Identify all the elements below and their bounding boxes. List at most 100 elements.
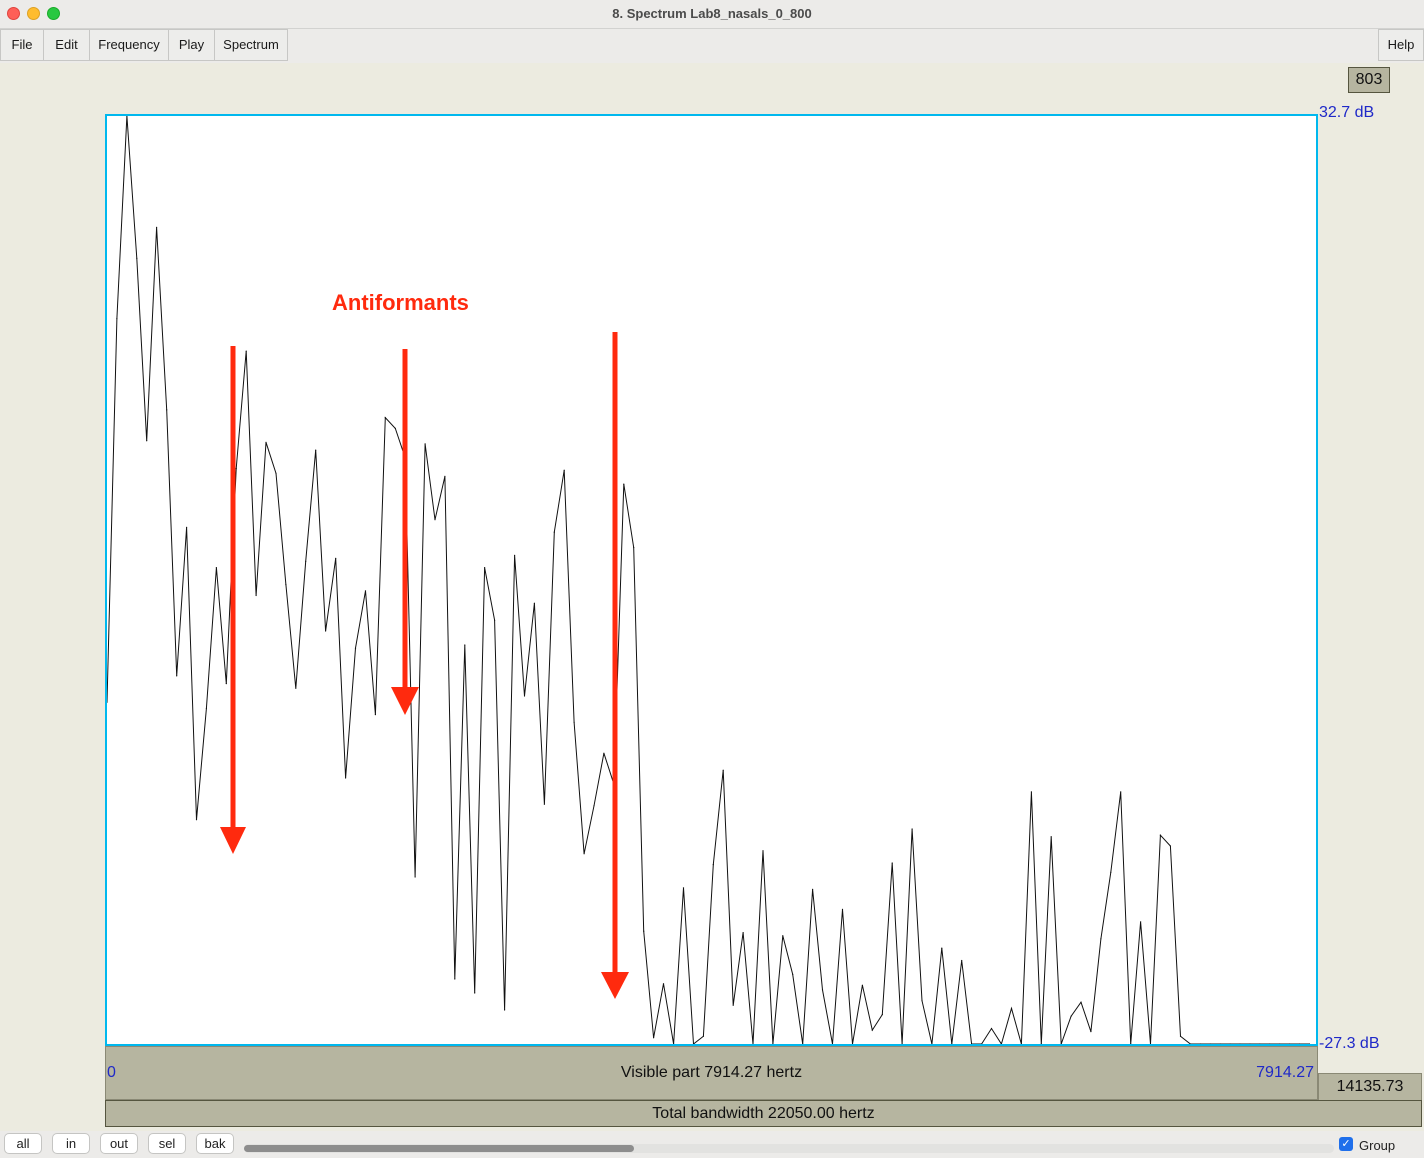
spectrum-point: [1050, 836, 1052, 838]
spectrum-point: [156, 226, 158, 228]
close-window-button[interactable]: [7, 7, 20, 20]
spectrum-point: [1090, 1031, 1092, 1033]
spectrum-point: [851, 1043, 854, 1044]
visible-part-label: Visible part 7914.27 hertz: [620, 1064, 803, 1081]
spectrum-point: [225, 683, 227, 685]
spectrum-point: [921, 1000, 923, 1002]
zoom-all-button[interactable]: all: [4, 1133, 42, 1154]
spectrum-point: [494, 619, 496, 621]
spectrum-point: [126, 116, 128, 117]
spectrum-point: [464, 644, 466, 646]
spectrum-point: [762, 850, 764, 852]
spectrum-point: [732, 1004, 734, 1006]
group-label: Group: [1359, 1138, 1396, 1153]
spectrum-point: [136, 257, 138, 259]
spectrum-point: [1219, 1043, 1221, 1044]
spectrum-point: [543, 803, 545, 805]
spectrum-point: [523, 695, 526, 697]
spectrum-point: [583, 853, 585, 855]
spectrum-point: [215, 567, 217, 569]
total-bandwidth-panel[interactable]: Total bandwidth 22050.00 hertz: [105, 1100, 1422, 1127]
spectrum-point: [831, 1043, 834, 1044]
menu-edit[interactable]: Edit: [43, 29, 90, 61]
spectrum-point: [573, 721, 575, 723]
spectrum-point: [1010, 1007, 1013, 1010]
spectrum-point: [1189, 1043, 1191, 1044]
remaining-frequency-box[interactable]: 14135.73: [1318, 1073, 1422, 1101]
spectrum-point: [1000, 1043, 1002, 1044]
x-axis-max-label: 7914.27: [1256, 1064, 1314, 1081]
spectrum-point: [107, 701, 108, 703]
spectrum-point: [235, 468, 237, 470]
spectrum-point: [1140, 921, 1142, 923]
minimize-window-button[interactable]: [27, 7, 40, 20]
spectrum-line: [107, 116, 1310, 1044]
spectrum-point: [633, 546, 635, 549]
zoom-out-button[interactable]: out: [100, 1133, 138, 1154]
menu-spectrum[interactable]: Spectrum: [214, 29, 288, 61]
spectrum-point: [1130, 1043, 1132, 1044]
spectrum-plot[interactable]: [105, 114, 1318, 1046]
spectrum-point: [504, 1009, 506, 1011]
spectrum-point: [802, 1043, 804, 1044]
zoom-back-button[interactable]: bak: [196, 1133, 234, 1154]
spectrum-point: [772, 1043, 774, 1044]
spectrum-point: [374, 714, 376, 716]
spectrum-point: [1070, 1015, 1072, 1017]
spectrum-point: [444, 475, 446, 477]
spectrum-point: [1169, 845, 1171, 847]
menu-help[interactable]: Help: [1378, 29, 1424, 61]
maximize-window-button[interactable]: [47, 7, 60, 20]
spectrum-point: [186, 526, 188, 528]
spectrum-point: [414, 876, 416, 878]
spectrum-chart: [107, 116, 1311, 1044]
spectrum-point: [891, 862, 893, 864]
spectrum-point: [673, 1043, 675, 1044]
spectrum-point: [812, 888, 814, 890]
zoom-in-button[interactable]: in: [52, 1133, 90, 1154]
spectrum-point: [533, 602, 535, 604]
spectrum-point: [245, 350, 247, 352]
menu-frequency[interactable]: Frequency: [89, 29, 169, 61]
menu-play[interactable]: Play: [168, 29, 215, 61]
spectrum-point: [1080, 1001, 1082, 1003]
zoom-selection-button[interactable]: sel: [148, 1133, 186, 1154]
spectrum-point: [1308, 1043, 1311, 1044]
spectrum-point: [255, 594, 257, 597]
spectrum-point: [990, 1027, 993, 1030]
spectrum-point: [434, 519, 436, 521]
horizontal-scrollbar[interactable]: [244, 1144, 1334, 1153]
spectrum-point: [1020, 1043, 1022, 1044]
spectrum-point: [474, 992, 476, 994]
scrollbar-thumb[interactable]: [244, 1145, 634, 1152]
spectrum-point: [623, 483, 625, 485]
spectrum-point: [384, 417, 386, 419]
spectrum-point: [1179, 1035, 1182, 1037]
spectrum-point: [1259, 1043, 1261, 1044]
antiformants-label: Antiformants: [332, 290, 469, 315]
group-checkbox[interactable]: ✓: [1339, 1137, 1353, 1151]
bottom-toolbar: all in out sel bak ✓ Group: [0, 1131, 1424, 1158]
spectrum-point: [394, 427, 396, 429]
spectrum-point: [871, 1029, 873, 1031]
spectrum-point: [861, 984, 864, 986]
visible-part-panel[interactable]: 0 Visible part 7914.27 hertz 7914.27: [105, 1046, 1318, 1100]
spectrum-point: [285, 584, 287, 586]
menu-file[interactable]: File: [0, 29, 44, 61]
spectrum-point: [901, 1043, 903, 1044]
spectrum-point: [1269, 1043, 1271, 1044]
spectrum-point: [166, 409, 168, 411]
title-bar: 8. Spectrum Lab8_nasals_0_800: [0, 0, 1424, 29]
spectrum-point: [354, 647, 357, 649]
spectrum-point: [613, 783, 615, 785]
spectrum-point: [722, 769, 724, 771]
spectrum-point: [1299, 1043, 1301, 1044]
spectrum-point: [653, 1037, 655, 1039]
spectrum-point: [1209, 1043, 1211, 1044]
spectrum-point: [315, 449, 317, 451]
spectrum-point: [603, 752, 605, 754]
spectrum-point: [424, 443, 426, 445]
spectrum-point: [1030, 791, 1032, 793]
spectrum-point: [1100, 938, 1102, 940]
spectrum-point: [335, 557, 337, 559]
